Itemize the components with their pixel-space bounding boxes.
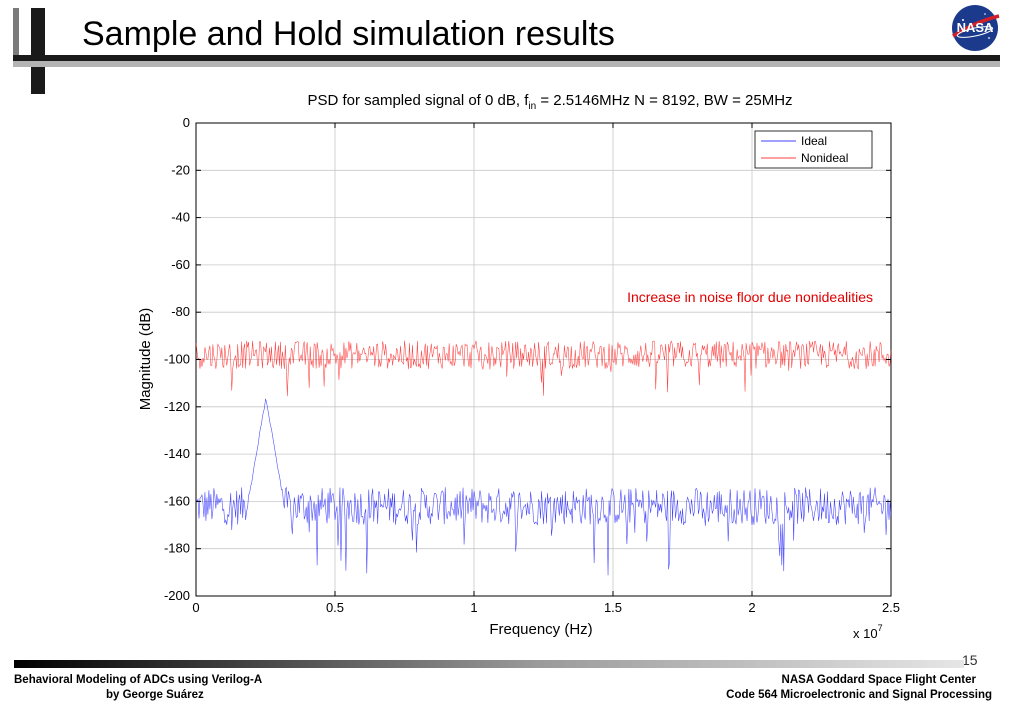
y-axis-label: Magnitude (dB) xyxy=(137,308,154,411)
y-tick-label: 0 xyxy=(183,115,190,130)
psd-chart: PSD for sampled signal of 0 dB, fin = 2.… xyxy=(137,92,900,641)
x-tick-label: 1 xyxy=(470,600,477,615)
page-number: 15 xyxy=(962,652,978,668)
y-tick-label: -120 xyxy=(164,399,190,414)
noise-floor-annotation: Increase in noise floor due nonidealitie… xyxy=(627,289,873,305)
footer-right-line1: NASA Goddard Space Flight Center xyxy=(781,674,976,686)
y-tick-label: -60 xyxy=(171,257,190,272)
footer-right-line2: Code 564 Microelectronic and Signal Proc… xyxy=(726,689,992,701)
legend-box xyxy=(754,130,873,169)
title-underline-shadow xyxy=(13,61,1000,67)
y-tick-label: -160 xyxy=(164,493,190,508)
x-axis-label: Frequency (Hz) xyxy=(489,621,592,638)
series-line-ideal xyxy=(195,398,892,576)
series-line-nonideal xyxy=(195,340,892,397)
decor-vertical-bar-inner xyxy=(13,8,19,63)
footer-gradient-bar xyxy=(14,660,964,668)
y-tick-label: -20 xyxy=(171,162,190,177)
footer-left-line2: by George Suárez xyxy=(106,689,204,701)
slide-title: Sample and Hold simulation results xyxy=(82,15,615,53)
y-tick-label: -80 xyxy=(171,304,190,319)
nasa-logo-text: NASA xyxy=(957,20,994,35)
y-tick-label: -180 xyxy=(164,541,190,556)
decor-vertical-bar xyxy=(31,8,45,94)
title-underline xyxy=(13,55,1000,61)
x-tick-label: 2.5 xyxy=(882,600,900,615)
y-tick-label: -140 xyxy=(164,446,190,461)
x-axis-multiplier: x 107 xyxy=(853,623,883,641)
legend: Ideal Nonideal xyxy=(754,130,873,169)
legend-label-ideal: Ideal xyxy=(801,134,827,148)
y-tick-label: -40 xyxy=(171,210,190,225)
x-tick-label: 0.5 xyxy=(326,600,344,615)
chart-title: PSD for sampled signal of 0 dB, fin = 2.… xyxy=(307,92,792,112)
legend-label-nonideal: Nonideal xyxy=(801,151,848,165)
x-tick-label: 1.5 xyxy=(604,600,622,615)
x-tick-label: 0 xyxy=(192,600,199,615)
x-tick-label: 2 xyxy=(748,600,755,615)
nasa-logo: NASA xyxy=(952,5,1000,51)
footer-left-line1: Behavioral Modeling of ADCs using Verilo… xyxy=(14,674,263,686)
y-tick-label: -200 xyxy=(164,588,190,603)
y-tick-label: -100 xyxy=(164,352,190,367)
